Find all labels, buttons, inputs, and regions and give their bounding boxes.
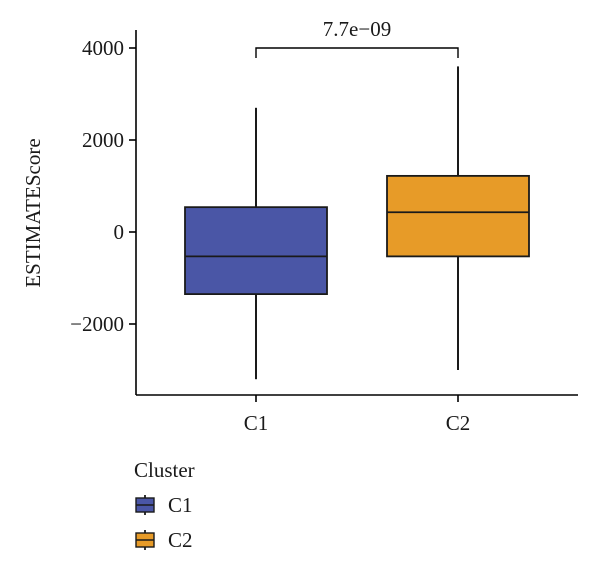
y-tick-label: −2000 <box>70 312 124 336</box>
y-axis-title: ESTIMATEScore <box>21 138 45 287</box>
y-tick-label: 0 <box>114 220 125 244</box>
legend-label: C2 <box>168 528 193 552</box>
y-tick-label: 2000 <box>82 128 124 152</box>
x-ticks: C1 C2 <box>244 395 471 435</box>
y-ticks: 4000 2000 0 −2000 <box>70 36 136 336</box>
legend-item-c1: C1 <box>135 493 193 517</box>
y-tick-label: 4000 <box>82 36 124 60</box>
x-tick-label: C2 <box>446 411 471 435</box>
significance-annotation: 7.7e−09 <box>255 17 459 58</box>
legend-item-c2: C2 <box>135 528 193 552</box>
box-c2 <box>386 66 530 370</box>
axes <box>135 30 578 396</box>
box-body <box>184 206 328 296</box>
significance-bracket <box>255 47 459 58</box>
boxes <box>184 66 530 380</box>
box-c1 <box>184 107 328 380</box>
x-tick-label: C1 <box>244 411 269 435</box>
legend-label: C1 <box>168 493 193 517</box>
box-body <box>386 174 530 258</box>
legend-title: Cluster <box>134 458 195 482</box>
p-value-label: 7.7e−09 <box>323 17 391 41</box>
